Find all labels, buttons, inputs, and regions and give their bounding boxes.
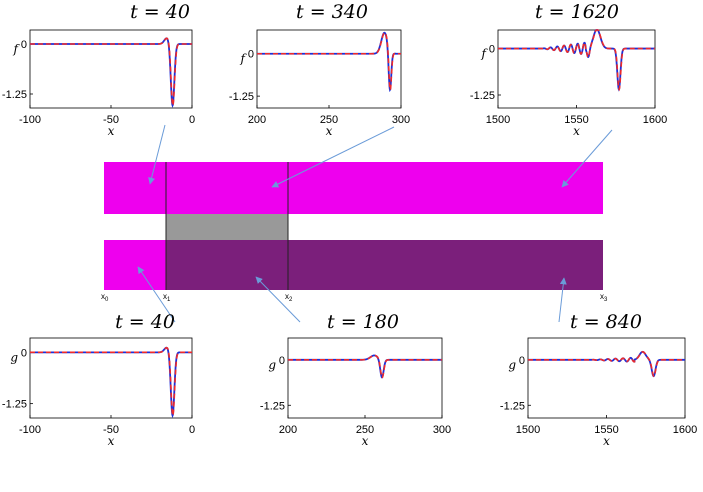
x-tick-label: 1550 xyxy=(564,114,588,126)
y-tick-label: -1.25 xyxy=(500,400,525,412)
x-tick-label: 1600 xyxy=(643,114,667,126)
panel-top-mid: t = 340 0 -1.25 200 250 300 x f xyxy=(229,1,410,138)
panel-top-right: t = 1620 0 -1.25 1500 1550 1600 x f xyxy=(470,1,667,138)
x-tick-label: 1500 xyxy=(486,114,510,126)
series-line-numeric xyxy=(30,37,192,108)
y-tick-label: 0 xyxy=(489,44,495,56)
series-line-numeric xyxy=(288,354,442,379)
bottom-band-right xyxy=(166,240,603,290)
x-tick-label: -100 xyxy=(19,114,41,126)
y-axis-label: g xyxy=(10,350,18,364)
x-tick-label: 1600 xyxy=(673,424,697,436)
panel-bottom-left: t = 40 0 -1.25 -100 -50 0 x g xyxy=(2,311,195,448)
y-tick-label: -1.25 xyxy=(2,399,27,411)
y-tick-label: -1.25 xyxy=(470,90,495,102)
panel-title: t = 840 xyxy=(570,311,642,333)
x-tick-label: 0 xyxy=(189,114,195,126)
y-axis-label: f xyxy=(240,52,248,66)
y-tick-label: 0 xyxy=(21,347,27,359)
series-line-exact xyxy=(30,346,192,418)
x-axis-label: x xyxy=(108,434,115,448)
position-label-x1: x1 xyxy=(163,292,171,303)
axes-frame xyxy=(497,29,656,109)
position-label-x0: x0 xyxy=(101,292,109,303)
x-axis-label: x xyxy=(362,434,369,448)
y-tick-label: -1.25 xyxy=(2,89,27,101)
position-label-x3: x3 xyxy=(600,292,608,303)
y-tick-label: -1.25 xyxy=(229,91,254,103)
x-tick-label: 250 xyxy=(320,114,338,126)
panel-title: t = 180 xyxy=(327,311,399,333)
y-axis-label: g xyxy=(508,358,516,372)
arrow-bottom-right xyxy=(558,277,567,323)
series-line-exact xyxy=(288,354,442,379)
x-tick-label: 300 xyxy=(392,114,410,126)
arrow-top-left xyxy=(148,124,166,185)
x-axis-label: x xyxy=(573,124,580,138)
y-tick-label: 0 xyxy=(279,355,285,367)
y-axis-label: f xyxy=(481,47,489,61)
x-tick-label: 300 xyxy=(433,424,451,436)
panel-bottom-right: t = 840 0 -1.25 1500 1550 1600 x g xyxy=(500,311,697,448)
x-tick-label: 250 xyxy=(356,424,374,436)
x-axis-label: x xyxy=(108,124,115,138)
series-line-numeric xyxy=(498,29,655,92)
arrow-bottom-left xyxy=(137,266,176,323)
top-band xyxy=(104,162,603,214)
axes-frame xyxy=(527,337,686,419)
x-tick-label: 200 xyxy=(248,114,266,126)
arrow-bottom-mid xyxy=(255,276,301,323)
arrow-top-mid xyxy=(271,126,395,188)
x-tick-label: -100 xyxy=(19,424,41,436)
domain-schematic: x0 x1 x2 x3 xyxy=(101,162,608,303)
arrows xyxy=(137,124,613,323)
x-tick-label: 1550 xyxy=(594,424,618,436)
series-line-numeric xyxy=(257,31,401,93)
x-tick-label: 0 xyxy=(189,424,195,436)
axes-frame xyxy=(256,29,402,109)
series-line-numeric xyxy=(30,346,192,419)
series-line-exact xyxy=(528,351,685,378)
panel-bottom-mid: t = 180 0 -1.25 200 250 300 x g xyxy=(260,311,451,448)
panel-title: t = 40 xyxy=(130,1,190,23)
position-label-x2: x2 xyxy=(285,292,293,303)
x-axis-label: x xyxy=(326,124,333,138)
y-tick-label: -1.25 xyxy=(260,400,285,412)
panel-title: t = 340 xyxy=(296,1,368,23)
x-tick-label: 200 xyxy=(279,424,297,436)
series-line-exact xyxy=(257,31,401,93)
arrow-top-right xyxy=(561,129,613,188)
y-axis-label: f xyxy=(13,42,21,56)
x-tick-label: 1500 xyxy=(516,424,540,436)
y-tick-label: 0 xyxy=(21,39,27,51)
bottom-band-left xyxy=(104,240,166,290)
y-tick-label: 0 xyxy=(248,49,254,61)
panel-title: t = 1620 xyxy=(535,1,619,23)
series-line-exact xyxy=(30,37,192,108)
y-axis-label: g xyxy=(268,358,276,372)
y-tick-label: 0 xyxy=(519,355,525,367)
series-line-numeric xyxy=(528,350,685,378)
series-line-exact xyxy=(498,29,655,92)
panel-top-left: t = 40 0 -1.25 -100 -50 0 x f xyxy=(2,1,195,138)
panel-title: t = 40 xyxy=(115,311,175,333)
axes-frame xyxy=(287,337,443,419)
gray-block xyxy=(166,214,288,240)
x-axis-label: x xyxy=(603,434,610,448)
x-tick-label: -50 xyxy=(103,424,119,436)
x-tick-label: -50 xyxy=(103,114,119,126)
